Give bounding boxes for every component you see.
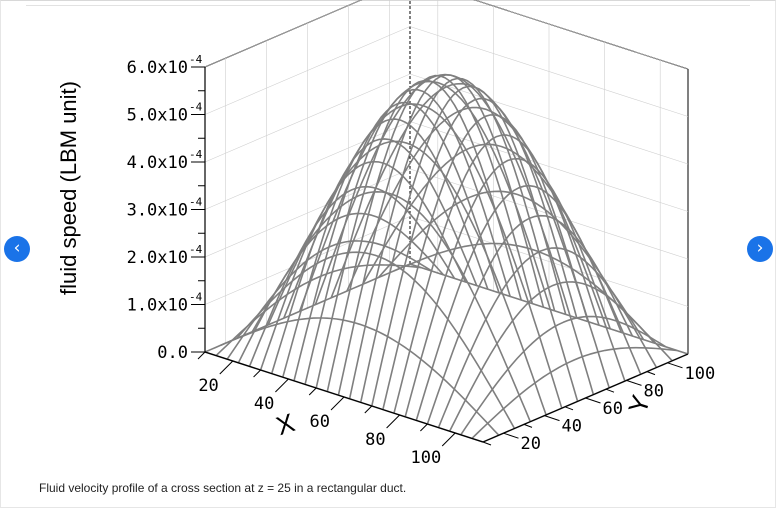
- surface-mesh-line-x: [215, 264, 422, 357]
- y-tick-label: 60: [603, 399, 623, 419]
- surface-mesh-line-y: [220, 317, 500, 436]
- y-major-tick: [626, 379, 642, 386]
- z-tick-exponent: -4: [189, 196, 203, 209]
- z-tick-label: 2.0x10: [127, 248, 188, 268]
- surface-mesh-line-x: [382, 114, 589, 410]
- y-major-tick: [503, 432, 519, 439]
- surface-mesh-line-x: [460, 315, 667, 436]
- x-tick-label: 100: [410, 448, 441, 468]
- x-axis-label: X: [272, 407, 298, 441]
- y-major-tick: [667, 362, 683, 369]
- surface-mesh-line-x: [337, 74, 545, 396]
- surface-mesh-line-x: [248, 185, 456, 367]
- surface-mesh-line-y: [362, 143, 642, 375]
- z-tick-label: 4.0x10: [127, 153, 188, 173]
- previous-button[interactable]: ‹: [4, 236, 30, 262]
- z-axis-label: fluid speed (LBM unit): [56, 81, 81, 295]
- top-divider: [26, 5, 750, 6]
- x-major-tick: [330, 396, 345, 411]
- surface-mesh-line-y: [251, 191, 532, 423]
- y-tick-label: 40: [562, 417, 582, 437]
- z-tick-exponent: -4: [189, 101, 203, 114]
- z-tick-exponent: -4: [189, 291, 203, 304]
- x-minor-tick: [197, 351, 206, 360]
- z-tick-exponent: -4: [189, 53, 203, 66]
- surface-mesh-line-x: [471, 346, 677, 439]
- surface-mesh-line-x: [293, 101, 500, 381]
- surface-mesh-line-y: [393, 242, 673, 362]
- plot-axes: 0.01.0x10 -42.0x10 -43.0x10 -44.0x10 -45.0x1…: [127, 53, 716, 468]
- x-tick-label: 80: [365, 430, 385, 450]
- x-major-tick: [219, 360, 234, 375]
- surface-mesh-line-y: [314, 73, 595, 395]
- surface-mesh-line-x: [359, 85, 567, 403]
- surface-mesh-line-y: [330, 82, 610, 389]
- figure-caption: Fluid velocity profile of a cross sectio…: [39, 481, 407, 495]
- y-minor-tick: [523, 423, 533, 428]
- x-tick-label: 20: [198, 376, 218, 396]
- surface-mesh-line-x: [315, 79, 522, 389]
- chevron-right-icon: ›: [756, 238, 764, 258]
- surface-mesh-line-y: [346, 106, 626, 382]
- surface-mesh-line-x: [371, 97, 578, 407]
- x-minor-tick: [420, 423, 428, 432]
- surface-mesh-line-y: [377, 190, 658, 368]
- surface-mesh-line-y: [267, 140, 547, 416]
- y-tick-label: 100: [685, 364, 716, 384]
- y-minor-tick: [605, 388, 615, 393]
- z-tick-label: 1.0x10: [127, 296, 188, 316]
- y-major-tick: [585, 397, 601, 404]
- surface-mesh-line-x: [326, 74, 534, 392]
- y-minor-tick: [646, 371, 656, 376]
- y-minor-tick: [482, 441, 492, 446]
- surface-mesh-line-x: [282, 118, 489, 378]
- z-tick-exponent: -4: [189, 148, 203, 161]
- y-tick-label: 80: [644, 381, 664, 401]
- y-minor-tick: [564, 406, 574, 411]
- surface-mesh-line-y: [235, 251, 516, 429]
- y-major-tick: [544, 415, 560, 422]
- surface-mesh-line-x: [393, 134, 600, 414]
- surface-mesh-line-x: [270, 138, 478, 374]
- x-major-tick: [275, 378, 289, 393]
- x-major-tick: [386, 414, 400, 429]
- surface-mesh: [204, 73, 689, 443]
- x-minor-tick: [308, 387, 317, 396]
- chevron-left-icon: ‹: [13, 238, 21, 258]
- next-button[interactable]: ›: [747, 236, 773, 262]
- x-minor-tick: [253, 369, 261, 378]
- surface-mesh-line-y: [409, 263, 689, 355]
- z-tick-exponent: -4: [189, 243, 203, 256]
- z-tick-label: 6.0x10: [127, 58, 188, 78]
- z-tick-label: 0.0: [157, 343, 188, 363]
- x-minor-tick: [364, 405, 373, 414]
- z-tick-label: 5.0x10: [127, 106, 188, 126]
- x-tick-label: 40: [254, 394, 274, 414]
- z-tick-label: 3.0x10: [127, 201, 188, 221]
- surface-mesh-line-x: [226, 240, 433, 360]
- y-tick-label: 20: [521, 434, 541, 454]
- x-major-tick: [441, 432, 456, 447]
- x-tick-label: 60: [310, 412, 330, 432]
